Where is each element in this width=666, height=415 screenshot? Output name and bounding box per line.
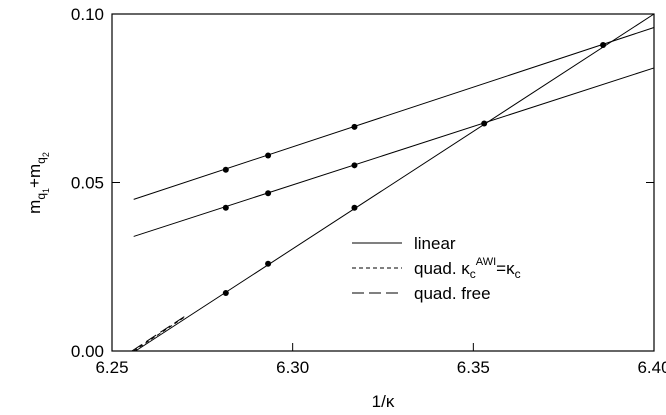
series-line-2 [135,13,655,352]
data-point-2-0 [222,290,229,297]
series-line-1 [133,67,655,237]
y-axis-ticks: 0.00 0.05 0.10 [71,5,654,361]
series-line-4 [131,316,185,352]
series-line-3 [133,316,185,352]
x-tick-label-0: 6.25 [95,358,128,377]
legend: linear quad. κcAWI=κc quad. free [352,234,521,303]
y-axis-label: mq1+mq2 [25,152,51,214]
data-point-0-2 [351,123,358,130]
data-point-0-1 [265,152,272,159]
x-tick-label-3: 6.40 [637,358,666,377]
y-tick-label-1: 0.05 [71,174,104,193]
series-line-0 [133,27,655,200]
data-point-2-2 [351,204,358,211]
data-point-1-3 [481,120,488,127]
x-tick-label-2: 6.35 [457,358,490,377]
data-point-0-3 [600,42,607,49]
legend-label-quad-awi: quad. κcAWI=κc [414,256,521,281]
data-point-1-1 [265,190,272,197]
y-tick-label-2: 0.10 [71,5,104,24]
x-axis-ticks: 6.25 6.30 6.35 6.40 [95,343,666,377]
legend-label-quad-free: quad. free [414,284,491,303]
legend-label-linear: linear [414,234,456,253]
data-point-1-0 [222,204,229,211]
data-point-0-0 [222,166,229,173]
x-tick-label-1: 6.30 [276,358,309,377]
plot-area [111,13,655,352]
series-layer [131,13,655,352]
plot-frame [111,13,655,352]
data-point-2-1 [265,260,272,267]
x-axis-label: 1/κ [372,392,395,411]
y-tick-label-0: 0.00 [71,342,104,361]
data-point-1-2 [351,162,358,169]
points-layer [222,42,607,297]
